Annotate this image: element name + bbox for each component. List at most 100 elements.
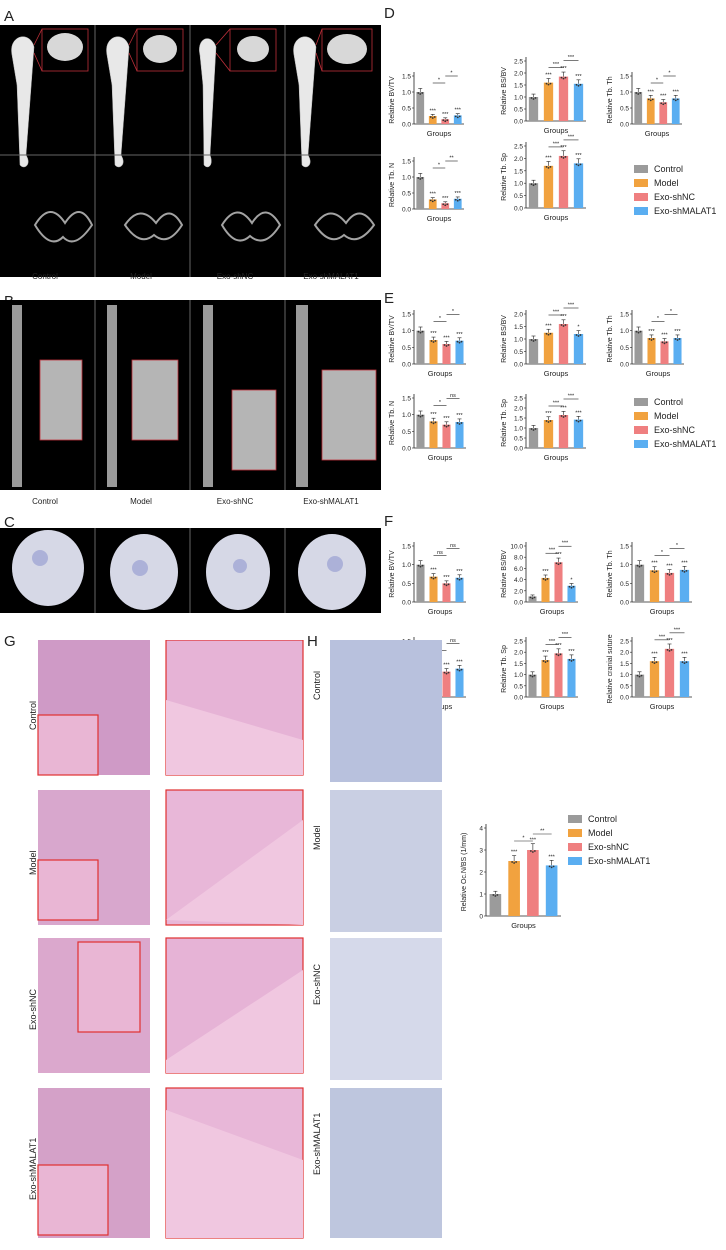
data-point: [417, 414, 420, 417]
data-point: [433, 116, 436, 118]
comparison-label: ***: [562, 632, 569, 638]
microct-spine-images: [0, 300, 381, 490]
data-point: [547, 83, 550, 86]
data-point: [447, 671, 450, 674]
legend-item: Exo-shMALAT1: [634, 204, 716, 218]
data-point: [443, 344, 446, 346]
comparison-label: ***: [562, 541, 569, 547]
data-point: [456, 422, 459, 424]
data-point: [637, 331, 640, 334]
y-axis-label: Relative Tb. Sp: [501, 399, 508, 447]
y-tick-label: 0.5: [514, 436, 523, 443]
legend-label: Control: [654, 164, 684, 174]
data-point: [460, 340, 463, 343]
significance-label: ***: [456, 413, 463, 419]
y-tick-label: 2.5: [514, 639, 523, 646]
legend-label: Control: [588, 814, 618, 824]
data-point: [577, 420, 580, 423]
data-point: [685, 569, 688, 572]
data-point: [660, 102, 663, 105]
he-label-control: Control: [28, 700, 38, 730]
y-tick-label: 0.0: [620, 600, 629, 607]
y-tick-label: 0.5: [402, 429, 411, 436]
legend-label: Exo-shMALAT1: [654, 439, 717, 449]
data-point: [562, 416, 565, 418]
data-point: [664, 102, 667, 105]
comparison-label: ***: [553, 401, 560, 407]
data-point: [653, 662, 656, 665]
bar-exo-shmalat1: [567, 585, 576, 602]
data-point: [683, 662, 686, 665]
data-point: [460, 422, 463, 424]
data-point: [676, 339, 679, 341]
caption-b-control: Control: [32, 497, 58, 506]
data-point: [568, 659, 571, 661]
caption-b-exo-shmalat1: Exo-shMALAT1: [303, 497, 359, 506]
y-tick-label: 0.5: [402, 191, 411, 198]
y-tick-label: 0.0: [402, 207, 411, 214]
data-point: [531, 597, 534, 600]
y-axis-label: Relative Oc.N/BS (1/mm): [461, 833, 468, 912]
data-point: [564, 76, 567, 79]
data-point: [572, 585, 575, 588]
significance-label: ***: [442, 112, 449, 118]
data-point: [534, 97, 537, 99]
data-point: [431, 200, 434, 203]
data-point: [513, 862, 516, 864]
panel-label-g: G: [4, 633, 16, 650]
comparison-label: ns: [450, 543, 456, 549]
y-tick-label: 0.5: [514, 683, 523, 690]
data-point: [575, 163, 578, 166]
data-point: [458, 423, 461, 425]
bar-model: [428, 199, 437, 209]
bar-model: [647, 338, 656, 364]
significance-label: ***: [661, 333, 668, 339]
data-point: [529, 596, 532, 599]
legend-e: Control Model Exo-shNC Exo-shMALAT1: [634, 395, 716, 451]
data-point: [549, 332, 552, 335]
bar-exo-shnc: [558, 415, 569, 448]
data-point: [456, 668, 459, 671]
data-point: [579, 163, 582, 166]
x-axis-label: Groups: [544, 213, 569, 222]
significance-label: ***: [443, 575, 450, 581]
he-label-exo-shnc: Exo-shNC: [28, 988, 38, 1030]
he-row-model: [37, 789, 304, 926]
y-axis-label: Relative Tb. Th: [607, 76, 614, 123]
data-point: [577, 84, 580, 87]
data-point: [532, 98, 535, 100]
y-tick-label: 0.0: [514, 206, 523, 213]
data-point: [421, 330, 424, 333]
chart-e5: 0.0 0.5 1.0 1.5 2.0 2.5 Relative Tb. Sp Groups *…: [501, 394, 586, 462]
bar-control: [528, 339, 539, 364]
data-point: [635, 330, 638, 333]
data-point: [444, 204, 447, 207]
data-point: [542, 660, 545, 662]
x-axis-label: Groups: [428, 453, 453, 462]
bar-exo-shmalat1: [455, 668, 464, 697]
y-axis-label: Relative Tb. Th: [607, 550, 614, 597]
data-point: [560, 156, 563, 158]
significance-label: ***: [455, 108, 462, 114]
data-point: [638, 565, 641, 568]
significance-label: ***: [443, 663, 450, 669]
comparison-label: *: [661, 550, 664, 556]
y-axis-label: Relative Tb. Sp: [501, 645, 508, 693]
y-axis-label: Relative BV/TV: [389, 550, 396, 598]
significance-label: ***: [530, 838, 537, 844]
significance-label: ***: [456, 659, 463, 665]
data-point: [575, 334, 578, 336]
data-point: [430, 421, 433, 424]
y-tick-label: 4: [479, 826, 483, 833]
data-point: [640, 564, 643, 567]
comparison-label: *: [656, 78, 659, 84]
comparison-label: *: [438, 163, 441, 169]
significance-label: ***: [430, 412, 437, 418]
legend-item: Model: [634, 176, 716, 190]
y-tick-label: 1.5: [402, 396, 411, 403]
data-point: [579, 419, 582, 422]
significance-label: ***: [651, 561, 658, 567]
data-point: [676, 98, 679, 101]
y-tick-label: 0.0: [514, 119, 523, 126]
